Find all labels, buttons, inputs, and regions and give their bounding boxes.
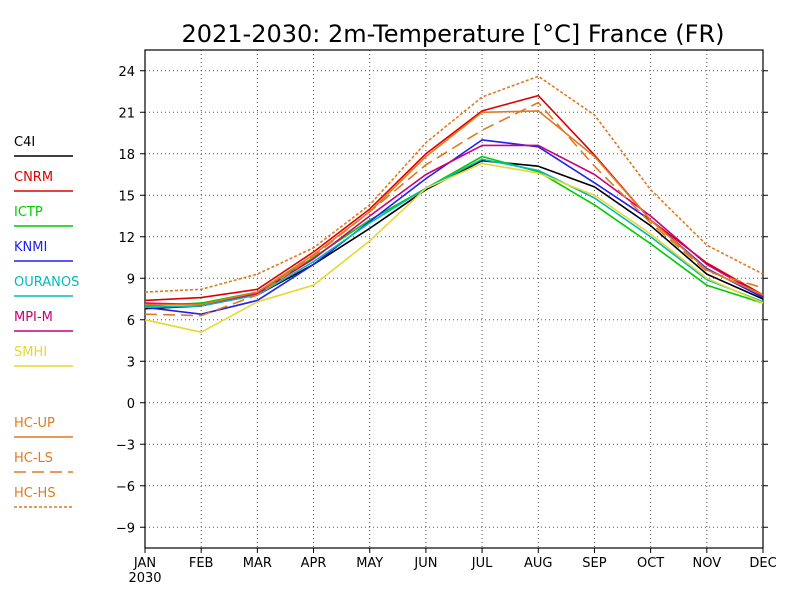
x-tick-label: SEP [582, 556, 606, 571]
legend-label-cnrm: CNRM [14, 170, 53, 185]
y-tick-label: −6 [116, 480, 135, 495]
legend-label-hc-up: HC-UP [14, 416, 55, 431]
series-line-hc-hs [144, 75, 764, 293]
chart-title: 2021-2030: 2m-Temperature [°C] France (F… [181, 20, 724, 48]
series-line-cnrm [144, 94, 764, 302]
x-tick-label: APR [301, 556, 327, 571]
y-tick-label: 24 [118, 65, 135, 80]
series-line-ouranos [144, 158, 764, 309]
y-tick-label: 6 [127, 314, 135, 329]
x-tick-label: MAR [243, 556, 272, 571]
x-tick-label: JAN [133, 556, 156, 571]
y-tick-label: 18 [118, 148, 135, 163]
x-axis: JAN FEB MAR APR MAY JUN JUL AUG SEP OCT NOV DEC [133, 548, 777, 571]
x-tick-label: OCT [637, 556, 664, 571]
legend-label-ouranos: OURANOS [14, 275, 79, 290]
series-line-ictp [144, 155, 764, 307]
series-line-smhi [144, 162, 764, 334]
x-tick-label: MAY [356, 556, 383, 571]
x-tick-label: AUG [524, 556, 552, 571]
legend-label-smhi: SMHI [14, 345, 47, 360]
legend-label-hc-ls: HC-LS [14, 451, 53, 466]
legend-label-ictp: ICTP [14, 205, 43, 220]
legend-label-hc-hs: HC-HS [14, 486, 56, 501]
grid-lines [145, 50, 763, 548]
x-tick-label: DEC [749, 556, 776, 571]
y-tick-label: 0 [127, 397, 135, 412]
y-tick-label: 3 [127, 355, 135, 370]
x-year-label: 2030 [128, 571, 161, 586]
y-tick-label: 21 [118, 106, 135, 121]
legend: C4I CNRM ICTP KNMI OURANOS MPI-M SMHI HC-UP HC-L… [14, 135, 79, 508]
series-line-mpi-m [144, 144, 764, 306]
legend-label-c4i: C4I [14, 135, 35, 150]
x-tick-label: FEB [189, 556, 214, 571]
series-lines [144, 75, 764, 334]
series-line-hc-ls [144, 101, 764, 317]
x-tick-label: JUN [413, 556, 437, 571]
legend-label-mpi-m: MPI-M [14, 310, 53, 325]
x-tick-label: JUL [471, 556, 493, 571]
y-tick-label: −3 [116, 438, 135, 453]
series-line-hc-up [145, 110, 764, 306]
x-tick-label: NOV [693, 556, 722, 571]
y-tick-label: 9 [127, 272, 135, 287]
series-line-knmi [144, 139, 764, 316]
y-axis: 24 21 18 15 12 9 6 3 0 −3 −6 −9 [116, 65, 768, 536]
legend-label-knmi: KNMI [14, 240, 47, 255]
y-tick-label: −9 [116, 521, 135, 536]
y-tick-label: 15 [118, 189, 135, 204]
y-tick-label: 12 [118, 231, 135, 246]
